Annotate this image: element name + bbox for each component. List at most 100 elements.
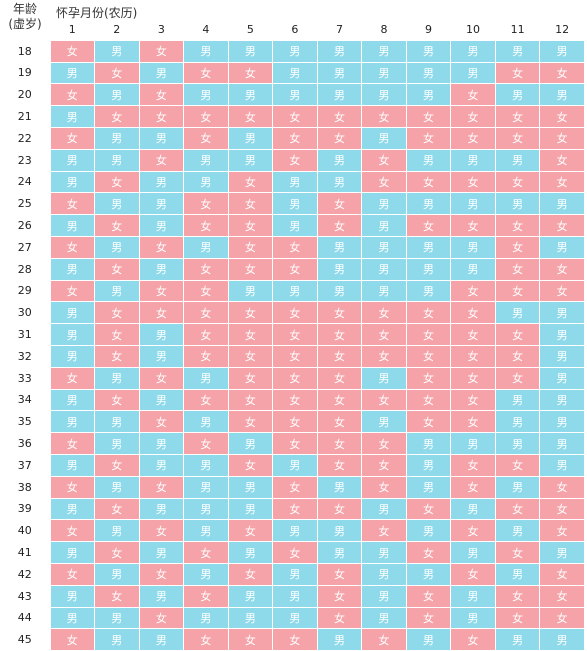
- gender-cell-boy: 男: [539, 388, 585, 412]
- gender-cell-girl: 女: [361, 105, 407, 128]
- gender-cell-girl: 女: [183, 388, 229, 412]
- gender-cell-boy: 男: [316, 541, 363, 564]
- gender-cell-girl: 女: [450, 344, 496, 368]
- gender-cell-girl: 女: [450, 83, 496, 107]
- gender-cell-girl: 女: [183, 584, 229, 608]
- gender-cell-girl: 女: [227, 235, 274, 259]
- gender-cell-boy: 男: [49, 170, 96, 194]
- gender-cell-girl: 女: [494, 584, 541, 608]
- gender-cell-girl: 女: [183, 323, 229, 346]
- gender-cell-girl: 女: [450, 628, 496, 651]
- gender-cell-girl: 女: [94, 105, 140, 128]
- gender-cell-girl: 女: [138, 301, 185, 325]
- age-label: 34: [0, 389, 50, 411]
- gender-cell-girl: 女: [405, 410, 452, 434]
- gender-cell-girl: 女: [227, 388, 274, 412]
- gender-cell-girl: 女: [49, 628, 96, 651]
- gender-cell-girl: 女: [316, 388, 363, 412]
- gender-cell-boy: 男: [227, 475, 274, 499]
- gender-cell-boy: 男: [94, 628, 140, 651]
- gender-cell-boy: 男: [316, 170, 363, 194]
- table-row: 20 女男女男男男男男男女男男: [0, 83, 585, 107]
- gender-cell-boy: 男: [94, 83, 140, 107]
- gender-cell-boy: 男: [138, 584, 185, 608]
- table-row: 31 男女男女女女女女女女女男: [0, 323, 585, 346]
- age-label: 31: [0, 323, 50, 346]
- gender-cell-boy: 男: [49, 541, 96, 564]
- gender-cell-boy: 男: [450, 541, 496, 564]
- table-row: 24 男女男男女男男女女女女女: [0, 170, 585, 194]
- gender-cell-boy: 男: [94, 39, 140, 63]
- gender-cell-girl: 女: [94, 170, 140, 194]
- gender-cell-boy: 男: [361, 235, 407, 259]
- table-row: 32 男女男女女女女女女女女男: [0, 344, 585, 368]
- gender-cell-boy: 男: [539, 235, 585, 259]
- gender-cell-boy: 男: [316, 61, 363, 85]
- gender-cell-girl: 女: [405, 170, 452, 194]
- gender-cell-girl: 女: [94, 453, 140, 477]
- gender-cell-girl: 女: [227, 301, 274, 325]
- gender-cell-boy: 男: [183, 410, 229, 434]
- gender-cell-girl: 女: [138, 148, 185, 172]
- gender-cell-boy: 男: [183, 519, 229, 543]
- gender-cell-girl: 女: [450, 410, 496, 434]
- gender-cell-boy: 男: [183, 170, 229, 194]
- gender-cell-boy: 男: [361, 410, 407, 434]
- gender-cell-boy: 男: [405, 83, 452, 107]
- month-header-5: 5: [246, 22, 254, 36]
- gender-cell-boy: 男: [405, 39, 452, 63]
- gender-cell-girl: 女: [227, 214, 274, 237]
- gender-cell-girl: 女: [539, 279, 585, 303]
- gender-cell-girl: 女: [272, 541, 318, 564]
- age-label: 28: [0, 258, 50, 281]
- gender-cell-girl: 女: [272, 432, 318, 455]
- age-label: 25: [0, 192, 50, 215]
- month-corner: [0, 19, 50, 40]
- gender-cell-girl: 女: [494, 453, 541, 477]
- gender-cell-girl: 女: [272, 323, 318, 346]
- gender-cell-girl: 女: [405, 497, 452, 521]
- gender-cell-boy: 男: [494, 475, 541, 499]
- gender-cell-boy: 男: [272, 39, 318, 63]
- age-label: 21: [0, 105, 50, 128]
- gender-cell-boy: 男: [138, 432, 185, 455]
- table-row: 41 男女男女男女男男女男女男: [0, 541, 585, 564]
- gender-cell-girl: 女: [361, 148, 407, 172]
- gender-cell-boy: 男: [183, 148, 229, 172]
- gender-cell-boy: 男: [138, 541, 185, 564]
- age-header-line2: (虚岁): [8, 17, 42, 31]
- gender-cell-girl: 女: [49, 279, 96, 303]
- gender-cell-girl: 女: [138, 235, 185, 259]
- gender-cell-boy: 男: [227, 148, 274, 172]
- gender-cell-boy: 男: [494, 39, 541, 63]
- gender-cell-girl: 女: [272, 410, 318, 434]
- table-row: 36 女男男女男女女女男男男男: [0, 432, 585, 455]
- gender-cell-boy: 男: [450, 61, 496, 85]
- month-header-title: 怀孕月份(农历): [56, 6, 138, 20]
- table-row: 43 男女男女男男女男女男女女: [0, 584, 585, 608]
- gender-cell-girl: 女: [94, 541, 140, 564]
- gender-cell-boy: 男: [405, 519, 452, 543]
- gender-cell-girl: 女: [49, 432, 96, 455]
- gender-cell-boy: 男: [494, 192, 541, 216]
- gender-cell-girl: 女: [227, 344, 274, 368]
- month-header-6: 6: [291, 22, 299, 36]
- gender-cell-boy: 男: [49, 453, 96, 477]
- month-header-12: 12: [555, 22, 570, 36]
- gender-cell-girl: 女: [272, 475, 318, 499]
- gender-cell-girl: 女: [49, 39, 96, 63]
- table-row: 26 男女男女女男女男女女女女: [0, 214, 585, 237]
- gender-cell-girl: 女: [227, 628, 274, 651]
- gender-cell-boy: 男: [94, 562, 140, 586]
- gender-cell-boy: 男: [183, 562, 229, 586]
- gender-cell-girl: 女: [227, 410, 274, 434]
- gender-cell-girl: 女: [94, 584, 140, 608]
- gender-cell-girl: 女: [272, 301, 318, 325]
- gender-cell-girl: 女: [405, 584, 452, 608]
- table-row: 39 男女男男男女女男女男女女: [0, 497, 585, 521]
- gender-cell-girl: 女: [494, 344, 541, 368]
- gender-cell-girl: 女: [183, 541, 229, 564]
- gender-cell-boy: 男: [272, 170, 318, 194]
- gender-cell-boy: 男: [138, 323, 185, 346]
- age-label: 29: [0, 280, 50, 302]
